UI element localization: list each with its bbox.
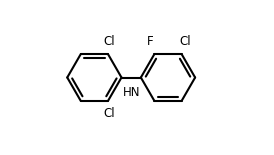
- Text: HN: HN: [122, 86, 140, 99]
- Text: Cl: Cl: [103, 107, 115, 120]
- Text: Cl: Cl: [103, 35, 115, 48]
- Text: Cl: Cl: [180, 35, 191, 48]
- Text: F: F: [147, 35, 154, 48]
